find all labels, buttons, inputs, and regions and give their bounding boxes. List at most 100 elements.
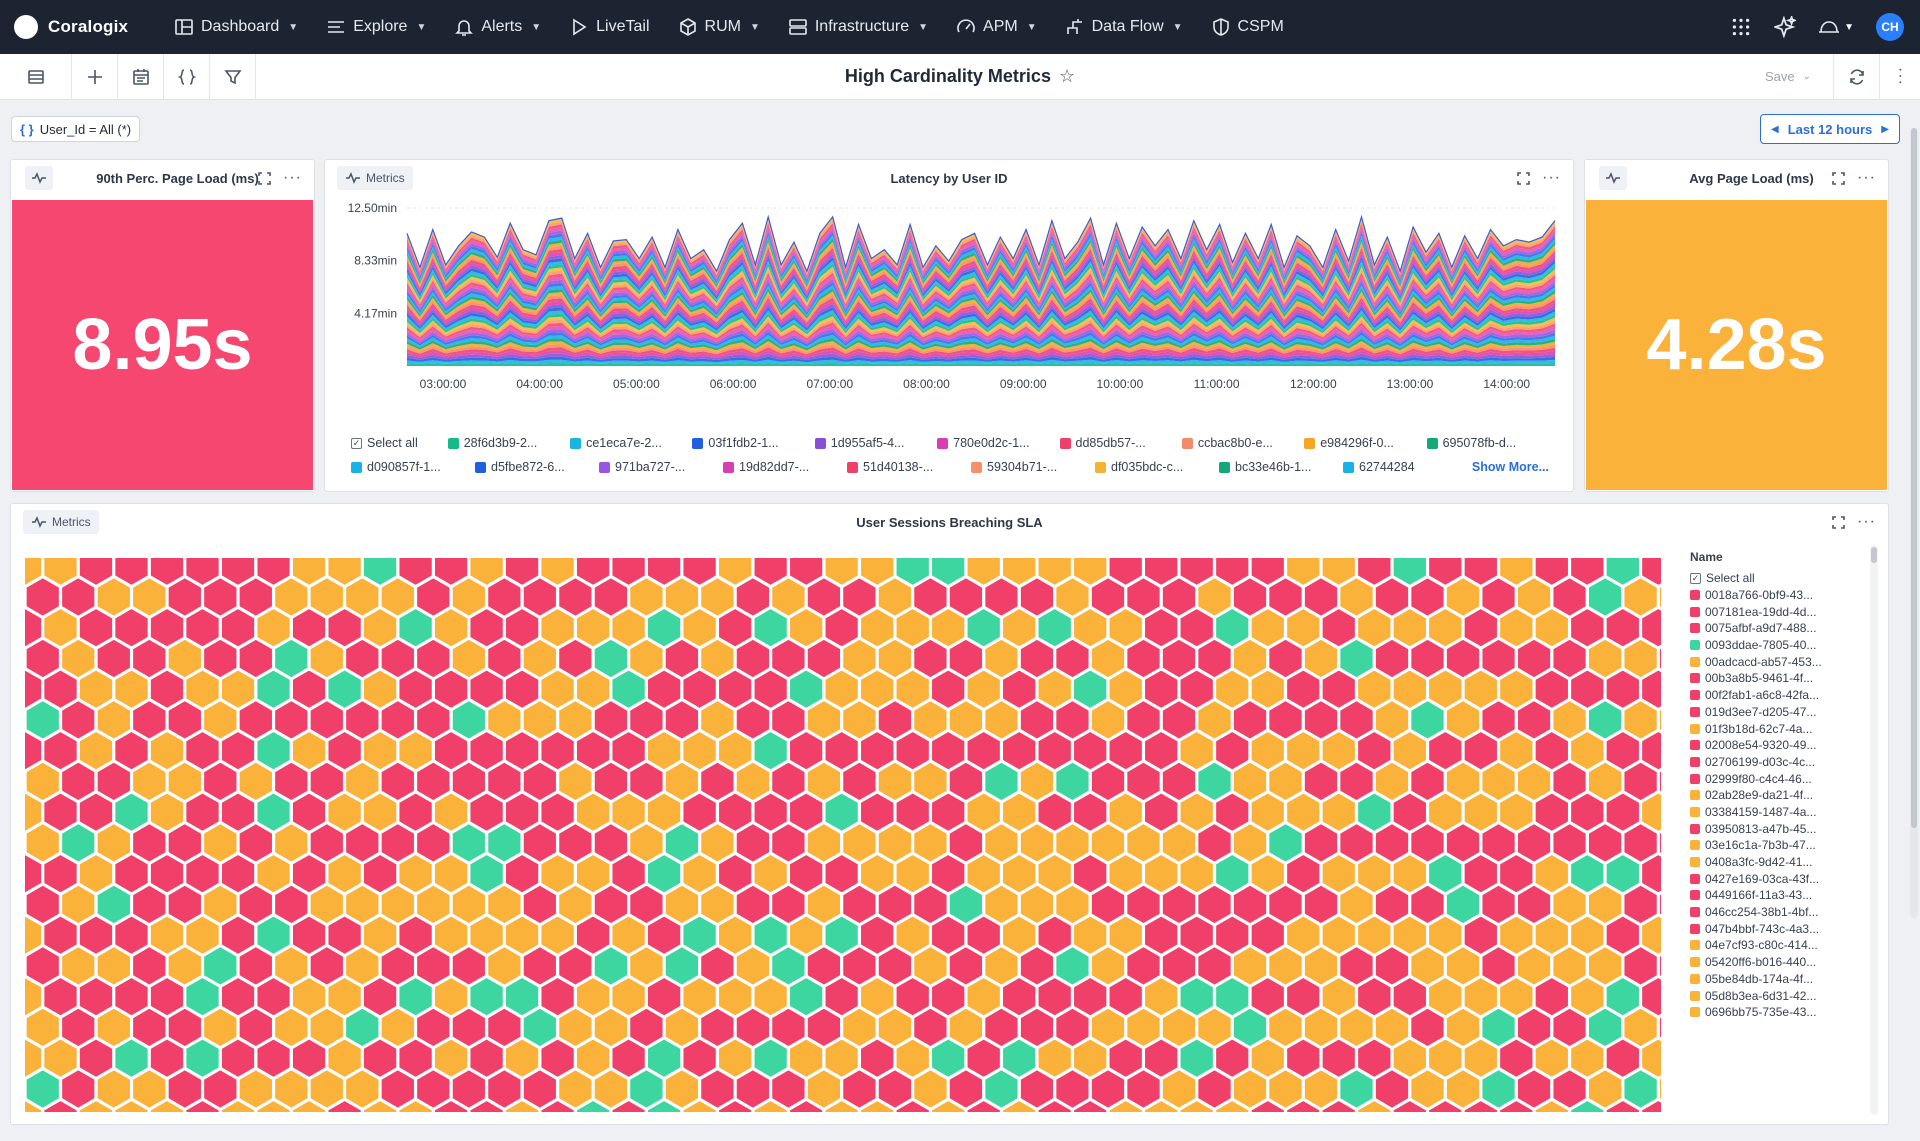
expand-icon[interactable] bbox=[258, 171, 271, 185]
session-hexagon[interactable] bbox=[25, 976, 43, 1018]
session-hexagon[interactable] bbox=[1427, 558, 1463, 587]
session-hexagon[interactable] bbox=[415, 1007, 451, 1048]
session-hexagon[interactable] bbox=[184, 607, 221, 649]
legend-item[interactable]: 05d8b3ea-6d31-42... bbox=[1690, 987, 1840, 1004]
session-hexagon[interactable] bbox=[1516, 945, 1552, 987]
session-hexagon[interactable] bbox=[220, 558, 256, 587]
session-hexagon[interactable] bbox=[184, 791, 221, 833]
session-hexagon[interactable] bbox=[1622, 1068, 1659, 1110]
session-hexagon[interactable] bbox=[824, 976, 860, 1018]
session-hexagon[interactable] bbox=[1622, 822, 1659, 864]
legend-item[interactable]: 1d955af5-4... bbox=[814, 436, 937, 450]
session-hexagon[interactable] bbox=[1285, 730, 1321, 772]
session-hexagon[interactable] bbox=[1303, 945, 1339, 987]
session-hexagon[interactable] bbox=[699, 638, 736, 679]
session-hexagon[interactable] bbox=[912, 638, 949, 679]
session-hexagon[interactable] bbox=[841, 945, 878, 987]
session-hexagon[interactable] bbox=[717, 668, 753, 710]
session-hexagon[interactable] bbox=[824, 914, 860, 956]
area-series-band[interactable] bbox=[407, 275, 1555, 311]
session-hexagon[interactable] bbox=[770, 822, 807, 864]
session-hexagon[interactable] bbox=[522, 761, 558, 802]
session-hexagon[interactable] bbox=[397, 730, 434, 772]
session-hexagon[interactable] bbox=[96, 822, 132, 864]
session-hexagon[interactable] bbox=[1605, 853, 1641, 895]
session-hexagon[interactable] bbox=[504, 791, 540, 833]
session-hexagon[interactable] bbox=[681, 976, 718, 1018]
session-hexagon[interactable] bbox=[1001, 1099, 1037, 1112]
session-hexagon[interactable] bbox=[664, 945, 700, 987]
session-hexagon[interactable] bbox=[1463, 853, 1499, 895]
session-hexagon[interactable] bbox=[1054, 1068, 1091, 1110]
session-hexagon[interactable] bbox=[25, 699, 61, 741]
session-hexagon[interactable] bbox=[824, 791, 860, 833]
session-hexagon[interactable] bbox=[1090, 884, 1126, 925]
session-hexagon[interactable] bbox=[859, 1037, 895, 1079]
session-hexagon[interactable] bbox=[877, 1007, 913, 1048]
session-hexagon[interactable] bbox=[113, 558, 150, 587]
session-hexagon[interactable] bbox=[1125, 699, 1162, 741]
session-hexagon[interactable] bbox=[1534, 976, 1570, 1018]
session-hexagon[interactable] bbox=[1019, 761, 1055, 802]
session-hexagon[interactable] bbox=[895, 853, 931, 895]
session-hexagon[interactable] bbox=[184, 1037, 221, 1079]
session-hexagon[interactable] bbox=[238, 699, 274, 741]
session-hexagon[interactable] bbox=[806, 1068, 842, 1110]
session-hexagon[interactable] bbox=[735, 638, 771, 679]
session-hexagon[interactable] bbox=[1267, 638, 1304, 679]
session-hexagon[interactable] bbox=[1356, 791, 1392, 833]
session-hexagon[interactable] bbox=[1285, 853, 1321, 895]
session-hexagon[interactable] bbox=[628, 1068, 665, 1110]
session-hexagon[interactable] bbox=[1214, 730, 1250, 772]
session-hexagon[interactable] bbox=[1143, 668, 1179, 710]
expand-icon[interactable] bbox=[1517, 171, 1530, 185]
session-hexagon[interactable] bbox=[149, 853, 185, 895]
session-hexagon[interactable] bbox=[1569, 558, 1605, 587]
session-hexagon[interactable] bbox=[42, 1037, 79, 1079]
session-hexagon[interactable] bbox=[983, 638, 1020, 679]
session-hexagon[interactable] bbox=[1569, 607, 1605, 649]
area-series-band[interactable] bbox=[407, 288, 1555, 319]
session-hexagon[interactable] bbox=[238, 576, 274, 618]
session-hexagon[interactable] bbox=[202, 884, 238, 925]
session-hexagon[interactable] bbox=[326, 1099, 363, 1112]
session-hexagon[interactable] bbox=[1072, 976, 1108, 1018]
session-hexagon[interactable] bbox=[557, 1068, 593, 1110]
session-hexagon[interactable] bbox=[1392, 558, 1428, 587]
session-hexagon[interactable] bbox=[664, 699, 700, 741]
session-hexagon[interactable] bbox=[1285, 914, 1321, 956]
session-hexagon[interactable] bbox=[96, 699, 132, 741]
session-hexagon[interactable] bbox=[1480, 1007, 1517, 1048]
session-hexagon[interactable] bbox=[1019, 884, 1055, 925]
annotations-button[interactable] bbox=[118, 53, 164, 100]
session-hexagon[interactable] bbox=[486, 884, 522, 925]
session-hexagon[interactable] bbox=[1267, 761, 1304, 802]
session-hexagon[interactable] bbox=[753, 853, 789, 895]
variables-button[interactable] bbox=[164, 53, 210, 100]
session-hexagon[interactable] bbox=[1445, 761, 1481, 802]
session-hexagon[interactable] bbox=[1658, 946, 1661, 985]
session-hexagon[interactable] bbox=[25, 1099, 43, 1112]
session-hexagon[interactable] bbox=[380, 945, 416, 987]
session-hexagon[interactable] bbox=[202, 1068, 238, 1110]
session-hexagon[interactable] bbox=[593, 699, 629, 741]
session-hexagon[interactable] bbox=[1250, 558, 1286, 587]
session-hexagon[interactable] bbox=[1321, 853, 1357, 895]
session-hexagon[interactable] bbox=[1090, 1007, 1126, 1048]
refresh-button[interactable] bbox=[1834, 53, 1880, 100]
session-hexagon[interactable] bbox=[1516, 822, 1552, 864]
session-hexagon[interactable] bbox=[1143, 730, 1179, 772]
session-hexagon[interactable] bbox=[380, 822, 416, 864]
session-hexagon[interactable] bbox=[433, 1099, 469, 1112]
session-hexagon[interactable] bbox=[1179, 607, 1215, 649]
nav-item-livetail[interactable]: LiveTail bbox=[555, 0, 663, 54]
session-hexagon[interactable] bbox=[610, 914, 647, 956]
session-hexagon[interactable] bbox=[1587, 638, 1623, 679]
session-hexagon[interactable] bbox=[948, 1007, 984, 1048]
session-hexagon[interactable] bbox=[1054, 699, 1091, 741]
session-hexagon[interactable] bbox=[1587, 1007, 1623, 1048]
session-hexagon[interactable] bbox=[1090, 822, 1126, 864]
session-hexagon[interactable] bbox=[1232, 761, 1268, 802]
area-series-band[interactable] bbox=[407, 325, 1555, 343]
session-hexagon[interactable] bbox=[557, 884, 593, 925]
